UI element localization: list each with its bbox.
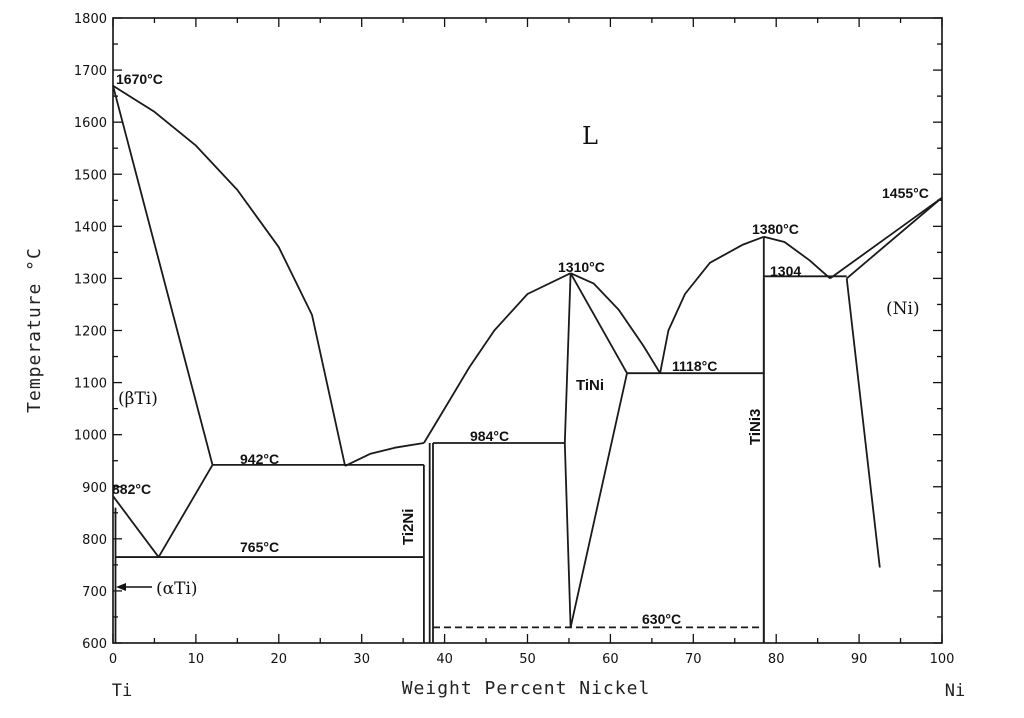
annotation-1455: 1455°C — [882, 185, 929, 201]
liquidus-line-6 — [659, 235, 765, 374]
liquidus-line-8 — [829, 196, 943, 280]
annotation-882: 882°C — [112, 481, 151, 497]
phase-label-liquid: L — [582, 122, 598, 150]
phase-label-tini3: TiNi3 — [747, 409, 764, 445]
x-axis-label: Weight Percent Nickel — [402, 678, 651, 699]
y-tick-label: 700 — [82, 585, 107, 600]
solidus-line-5 — [569, 272, 628, 374]
annotation-1304: 1304 — [770, 263, 801, 279]
x-tick-label: 10 — [188, 652, 205, 667]
annotation-1310: 1310°C — [558, 259, 605, 275]
y-tick-label: 900 — [82, 481, 107, 496]
solidus-line-1 — [112, 85, 214, 466]
y-tick-label: 800 — [82, 533, 107, 548]
phase-label-tini: TiNi — [576, 377, 604, 394]
liquidus-line-7 — [763, 235, 831, 280]
y-tick-label: 1000 — [74, 429, 107, 444]
y-tick-label: 1100 — [74, 377, 107, 392]
y-tick-label: 1600 — [74, 116, 107, 131]
y-axis-label: Temperature °C — [24, 247, 45, 413]
axis-ticks: 6007008009001000110012001300140015001600… — [74, 12, 955, 667]
annotation-1380: 1380°C — [752, 221, 799, 237]
plot-frame — [112, 17, 943, 644]
phase-boundary-line-12 — [157, 464, 214, 558]
x-tick-label: 20 — [271, 652, 288, 667]
phase-label-alpha-ti: (αTi) — [156, 579, 198, 599]
phase-boundary-line-19 — [569, 373, 628, 628]
x-tick-label: 0 — [109, 652, 117, 667]
phase-label-ti2ni: Ti2Ni — [400, 509, 417, 545]
y-tick-label: 1400 — [74, 220, 107, 235]
annotation-765: 765°C — [240, 539, 279, 555]
end-label-ni: Ni — [945, 681, 965, 701]
phase-boundary-line-18 — [563, 442, 572, 628]
y-tick-label: 1700 — [74, 64, 107, 79]
solidus-line-9 — [846, 197, 943, 280]
phase-boundary-line-17 — [563, 273, 572, 444]
annotation-1670: 1670°C — [116, 71, 163, 87]
y-tick-label: 1500 — [74, 168, 107, 183]
y-tick-label: 1800 — [74, 12, 107, 27]
liquidus-line-3 — [423, 272, 571, 444]
liquidus-line-0 — [112, 84, 346, 467]
x-tick-label: 100 — [930, 652, 955, 667]
x-tick-label: 50 — [519, 652, 536, 667]
x-tick-label: 60 — [602, 652, 619, 667]
y-tick-label: 1200 — [74, 325, 107, 340]
x-tick-label: 90 — [851, 652, 868, 667]
solvus-line-10 — [845, 278, 881, 568]
alpha-ti-arrowhead — [116, 583, 126, 591]
x-tick-label: 70 — [685, 652, 702, 667]
annotation-984: 984°C — [470, 428, 509, 444]
liquidus-line-4 — [570, 272, 661, 374]
y-tick-label: 1300 — [74, 272, 107, 287]
phase-boundaries — [112, 84, 943, 643]
annotation-630: 630°C — [642, 611, 681, 627]
liquidus-line-2 — [344, 442, 425, 467]
phase-label-beta-ti: (βTi) — [118, 389, 158, 409]
annotation-942: 942°C — [240, 451, 279, 467]
end-label-ti: Ti — [112, 681, 132, 701]
annotation-1118: 1118°C — [672, 358, 717, 374]
y-tick-label: 600 — [82, 637, 107, 652]
x-tick-label: 30 — [353, 652, 370, 667]
x-tick-label: 40 — [436, 652, 453, 667]
x-tick-label: 80 — [768, 652, 785, 667]
phase-boundary-line-11 — [112, 495, 160, 558]
phase-label-ni: (Ni) — [886, 299, 920, 319]
plot-border — [112, 17, 943, 644]
